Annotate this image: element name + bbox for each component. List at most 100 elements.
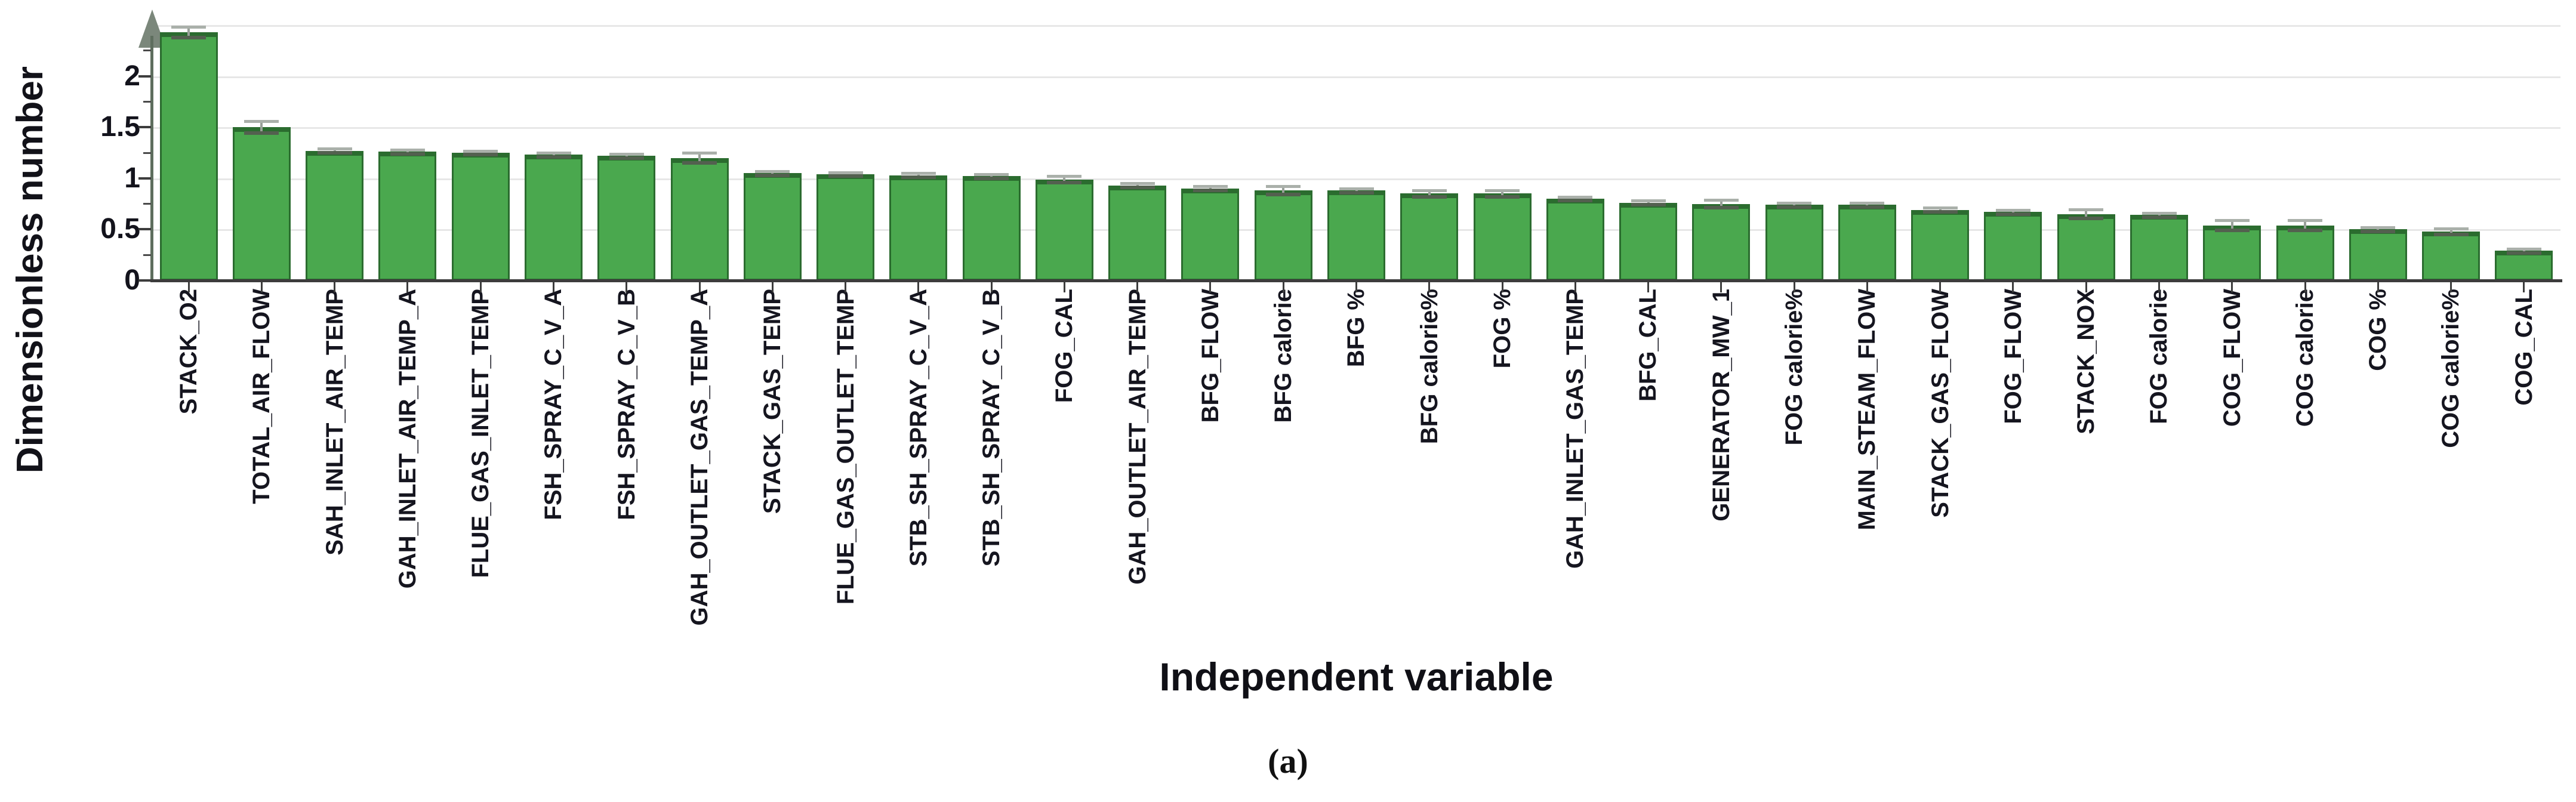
x-tick-label-cell: BFG calorie% [1393, 289, 1466, 444]
y-tick-label: 1 [124, 162, 140, 194]
y-axis-minor-tick [143, 100, 151, 103]
bar [525, 155, 583, 280]
x-tick-label-cell: GAH_INLET_AIR_TEMP_A [371, 289, 444, 588]
x-tick-label-cell: BFG_CAL [1611, 289, 1684, 402]
error-bar [260, 121, 263, 134]
x-tick-label-cell: STACK_GAS_TEMP [736, 289, 809, 514]
x-axis-tick [2085, 282, 2087, 292]
error-bar-cap-bottom [1485, 195, 1520, 199]
error-bar [625, 153, 628, 158]
x-tick-label: FOG_FLOW [1999, 289, 2026, 424]
bar [1546, 199, 1604, 280]
x-axis-tick [2231, 282, 2233, 292]
plot-area [152, 25, 2560, 280]
x-tick-label-cell: FOG_CAL [1028, 289, 1101, 403]
x-axis-tick [917, 282, 920, 292]
error-bar-cap-top [1193, 185, 1228, 189]
error-bar [2011, 209, 2014, 214]
x-tick-label-cell: STACK_NOX [2050, 289, 2122, 434]
error-bar-cap-bottom [1339, 190, 1374, 195]
error-bar [771, 171, 774, 175]
error-bar-cap-top [1485, 189, 1520, 193]
x-tick-label: TOTAL_AIR_FLOW [248, 289, 275, 504]
bar [159, 32, 218, 280]
x-tick-label: GAH_OUTLET_AIR_TEMP [1124, 289, 1151, 585]
error-bar-cap-top [2361, 226, 2396, 229]
error-bar-cap-bottom [1266, 193, 1301, 197]
x-tick-label: STACK_GAS_FLOW [1927, 289, 1953, 518]
y-tick-label: 2 [124, 60, 140, 92]
bar [378, 152, 437, 280]
error-bar-cap-top [1703, 198, 1739, 202]
error-bar-cap-bottom [1558, 199, 1593, 203]
y-axis-minor-tick [143, 50, 151, 52]
error-bar-cap-top [2069, 208, 2104, 212]
error-bar-cap-bottom [901, 175, 936, 180]
x-tick-label-cell: COG calorie [2269, 289, 2341, 427]
x-tick-label-cell: COG % [2341, 289, 2414, 371]
error-bar-cap-top [1631, 199, 1666, 203]
x-axis-tick [1647, 282, 1650, 292]
x-axis-tick [187, 282, 190, 292]
gridline [152, 178, 2560, 180]
error-bar-cap-bottom [828, 174, 863, 178]
error-bar-cap-bottom [609, 156, 644, 160]
error-bar-cap-top [2433, 227, 2469, 230]
error-bar-cap-bottom [2141, 215, 2177, 219]
bar [2495, 251, 2553, 280]
x-tick-label: FOG % [1489, 289, 1515, 369]
error-bar-cap-top [1777, 201, 1812, 205]
error-bar-cap-top [1047, 175, 1082, 178]
bar [451, 153, 510, 280]
bar [1254, 190, 1312, 280]
y-tick-label: 1.5 [100, 111, 140, 143]
x-tick-label-cell: COG_CAL [2488, 289, 2560, 406]
error-bar-cap-top [1266, 185, 1301, 189]
error-bar [406, 149, 409, 154]
x-tick-label: GENERATOR_MW_1 [1708, 289, 1734, 522]
error-bar-cap-bottom [1047, 180, 1082, 184]
x-tick-label: BFG_FLOW [1197, 289, 1224, 423]
error-bar-cap-top [974, 172, 1009, 176]
x-axis-tick [2304, 282, 2306, 292]
error-bar-cap-bottom [755, 173, 790, 177]
y-tick-label: 0.5 [100, 213, 140, 245]
x-tick-label-cell: BFG calorie [1247, 289, 1320, 423]
y-axis-line [150, 36, 153, 282]
error-bar-cap-bottom [2433, 232, 2469, 236]
error-bar-cap-bottom [317, 151, 352, 155]
error-bar [2158, 213, 2161, 217]
x-axis-tick [1063, 282, 1065, 292]
error-bar-cap-bottom [536, 155, 571, 159]
x-tick-label-cell: COG calorie% [2414, 289, 2487, 448]
bar [2422, 231, 2481, 280]
bar [670, 158, 729, 280]
x-axis-tick [2450, 282, 2452, 292]
error-bar [698, 153, 701, 164]
error-bar-cap-top [2506, 247, 2541, 251]
x-tick-label: MAIN_STEAM_FLOW [1854, 289, 1881, 530]
error-bar-cap-top [1922, 206, 1958, 210]
y-axis-minor-tick [143, 254, 151, 256]
gridline [152, 25, 2560, 27]
x-tick-label: FOG_CAL [1051, 289, 1078, 403]
x-tick-label-cell: FSH_SPRAY_C_V_A [517, 289, 590, 520]
bar [1619, 202, 1678, 280]
x-tick-label: COG calorie [2291, 289, 2318, 427]
bar [2276, 225, 2334, 280]
error-bar [1866, 202, 1869, 207]
x-tick-label-cell: BFG % [1320, 289, 1392, 367]
bar [816, 174, 875, 280]
error-bar-cap-top [901, 172, 936, 175]
error-bar-cap-bottom [2361, 229, 2396, 233]
error-bar-cap-bottom [1120, 186, 1155, 190]
error-bar [1063, 176, 1066, 183]
error-bar [2377, 227, 2380, 232]
error-bar [1209, 186, 1212, 191]
error-bar-cap-top [2214, 218, 2250, 222]
error-bar-cap-top [390, 148, 425, 152]
x-axis-tick [1136, 282, 1139, 292]
error-bar [2449, 228, 2452, 235]
x-axis-tick [1428, 282, 1431, 292]
x-axis-tick [1501, 282, 1503, 292]
